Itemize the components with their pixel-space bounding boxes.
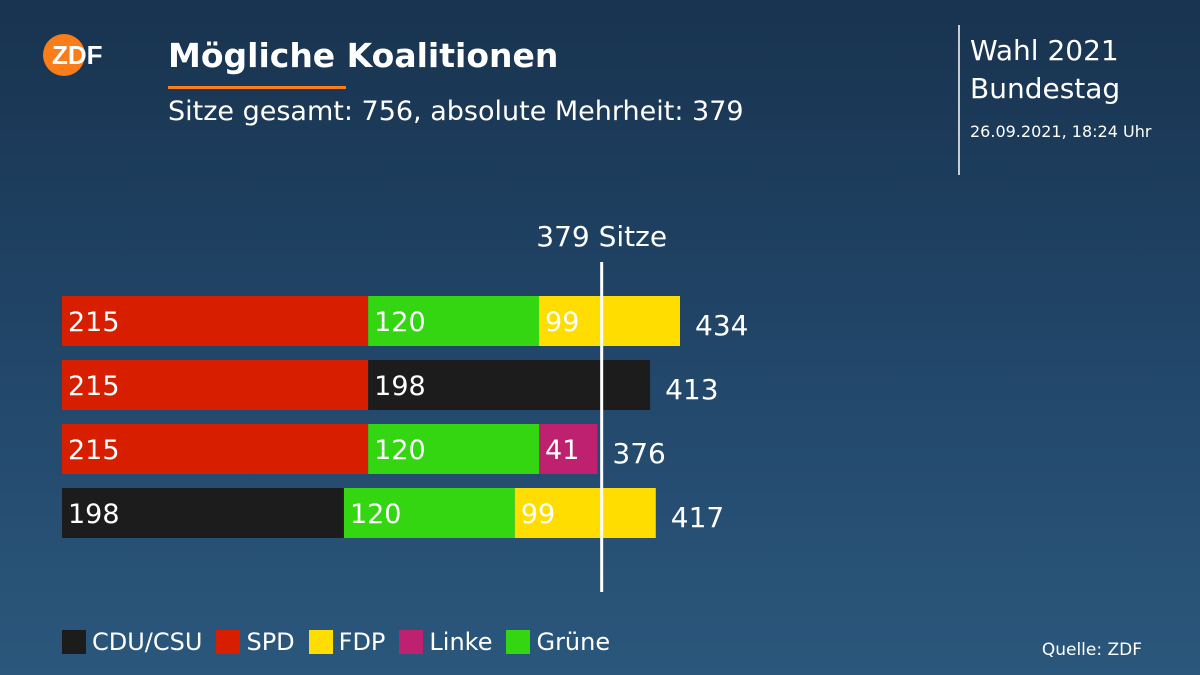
election-body: Bundestag [970, 72, 1121, 105]
legend-swatch [62, 630, 86, 654]
page-title: Mögliche Koalitionen [168, 36, 559, 75]
legend-item: Grüne [506, 628, 610, 656]
source-note: Quelle: ZDF [1041, 640, 1142, 660]
legend-label: Grüne [536, 628, 611, 656]
bar-total-label: 376 [612, 437, 665, 470]
bar-segment-spd [62, 360, 369, 410]
legend-label: SPD [246, 628, 295, 656]
bar-total-label: 434 [695, 309, 748, 342]
zdf-logo-circle [43, 34, 85, 76]
bar-total-label: 413 [665, 373, 718, 406]
bar-segment-fdp [539, 296, 680, 346]
majority-label: 379 Sitze [536, 220, 667, 253]
bar-segment-grne [368, 424, 540, 474]
bar-segment-grne [343, 488, 515, 538]
legend-swatch [308, 630, 333, 654]
bar-segment-label: 215 [68, 307, 120, 338]
legend-item: SPD [216, 628, 295, 656]
zdf-logo: ZDF [43, 34, 103, 76]
legend-label: Linke [429, 628, 493, 656]
bar-segment-label: 198 [68, 499, 120, 530]
legend-swatch [216, 630, 241, 654]
bar-segment-spd [62, 296, 369, 346]
bar-total-label: 417 [671, 501, 724, 534]
bar-segment-label: 120 [374, 307, 426, 338]
page-subtitle: Sitze gesamt: 756, absolute Mehrheit: 37… [168, 96, 744, 127]
header-separator [958, 25, 960, 175]
bar-segment-label: 120 [350, 499, 402, 530]
zdf-logo-text: ZDF [52, 40, 103, 70]
bar-segment-label: 41 [545, 435, 579, 466]
legend-swatch [399, 630, 424, 654]
legend-label: FDP [338, 628, 386, 656]
legend: CDU/CSU SPD FDP Linke Grüne [62, 628, 624, 656]
bar-segment-label: 120 [374, 435, 426, 466]
legend-label: CDU/CSU [92, 628, 203, 656]
bar-segment-label: 215 [68, 371, 120, 402]
bar-segment-label: 198 [374, 371, 426, 402]
bar-segment-spd [62, 424, 369, 474]
bar-segment-label: 215 [68, 435, 120, 466]
legend-item: CDU/CSU [62, 628, 202, 656]
legend-swatch [506, 630, 531, 654]
bar-segment-label: 99 [545, 307, 579, 338]
election-name: Wahl 2021 [970, 34, 1119, 67]
election-datetime: 26.09.2021, 18:24 Uhr [970, 122, 1152, 141]
bar-segment-linke [539, 424, 598, 474]
bar-segment-grne [368, 296, 540, 346]
bar-segment-label: 99 [521, 499, 555, 530]
bar-segment-fdp [514, 488, 656, 538]
legend-item: FDP [308, 628, 386, 656]
title-underline [168, 86, 346, 89]
bar-segment-cducsu [62, 488, 344, 538]
legend-item: Linke [399, 628, 492, 656]
